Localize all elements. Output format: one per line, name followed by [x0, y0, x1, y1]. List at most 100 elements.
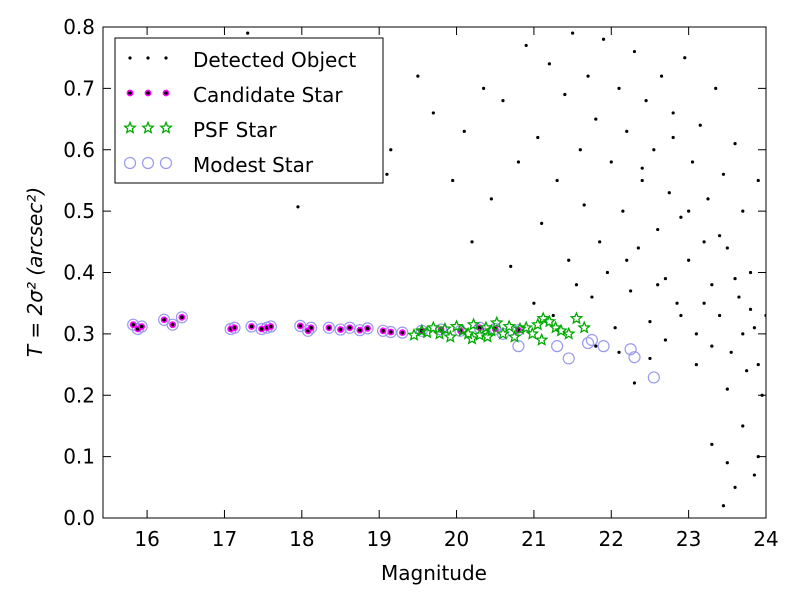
point	[613, 326, 617, 330]
point	[683, 56, 687, 60]
point	[632, 381, 637, 385]
point	[567, 258, 571, 262]
point	[507, 329, 522, 343]
y-axis-label: T = 2σ² (arcsec²)	[23, 187, 47, 357]
point	[169, 321, 177, 329]
point	[509, 264, 513, 268]
point	[694, 332, 698, 336]
point	[733, 277, 737, 281]
point	[605, 270, 610, 275]
legend-marker	[126, 89, 134, 97]
point	[175, 311, 189, 324]
point	[346, 324, 354, 332]
x-tick-label: 22	[599, 527, 624, 551]
point	[729, 350, 733, 354]
point	[569, 311, 584, 325]
point	[519, 320, 534, 334]
point	[624, 343, 637, 356]
point	[554, 323, 568, 337]
point	[178, 313, 186, 321]
y-tick-label: 0.8	[63, 15, 95, 39]
point	[748, 307, 753, 311]
point	[659, 74, 664, 78]
point	[640, 166, 644, 170]
legend-marker	[164, 56, 168, 60]
point	[721, 172, 726, 176]
point	[466, 317, 481, 331]
point	[407, 327, 421, 341]
point	[512, 340, 525, 353]
point	[702, 240, 706, 244]
point	[725, 246, 729, 250]
point	[489, 315, 504, 329]
point	[540, 221, 544, 225]
point	[644, 99, 648, 103]
point	[574, 283, 579, 287]
point	[484, 323, 499, 337]
point	[496, 326, 510, 340]
point	[322, 321, 335, 334]
point	[555, 178, 559, 183]
legend-marker	[162, 89, 170, 97]
point	[305, 321, 318, 334]
point	[617, 350, 621, 354]
point	[548, 320, 563, 334]
y-tick-label: 0.2	[63, 383, 95, 407]
point	[687, 209, 691, 213]
point	[443, 329, 458, 343]
point	[582, 203, 586, 207]
x-axis-label: Magnitude	[381, 561, 487, 585]
point	[609, 160, 613, 164]
point	[698, 123, 702, 127]
point	[246, 31, 250, 35]
point	[745, 369, 749, 373]
point	[127, 318, 140, 331]
x-tick-label: 21	[521, 527, 546, 551]
point	[364, 324, 371, 332]
point	[479, 320, 493, 334]
y-tick-label: 0.7	[63, 76, 95, 100]
point	[710, 344, 714, 348]
y-tick-label: 0.5	[63, 199, 95, 223]
point	[138, 323, 146, 330]
point	[570, 31, 575, 35]
point	[482, 86, 486, 90]
point	[617, 86, 621, 90]
point	[426, 320, 441, 334]
point	[334, 323, 347, 336]
point	[398, 329, 406, 337]
point	[656, 283, 660, 287]
x-tick-label: 24	[753, 527, 778, 551]
point	[536, 135, 540, 140]
point	[648, 320, 652, 324]
point	[489, 197, 493, 201]
point	[307, 324, 315, 332]
point	[160, 316, 168, 324]
legend-marker	[123, 156, 137, 170]
x-tick-label: 17	[212, 527, 237, 551]
point	[296, 205, 300, 209]
point	[431, 111, 435, 115]
point	[717, 234, 722, 238]
point	[166, 318, 179, 331]
point	[756, 362, 760, 367]
point	[741, 424, 745, 428]
point	[601, 37, 606, 41]
point	[594, 344, 598, 348]
legend-marker	[141, 156, 155, 170]
point	[590, 295, 594, 299]
point	[562, 352, 575, 365]
point	[585, 333, 599, 347]
legend-marker	[123, 120, 137, 134]
point	[625, 258, 629, 262]
point	[586, 74, 590, 78]
point	[337, 326, 344, 333]
point	[534, 332, 549, 346]
point	[621, 209, 625, 213]
point	[470, 240, 474, 244]
point	[389, 148, 393, 152]
legend-marker	[144, 89, 152, 97]
point	[714, 86, 718, 90]
point	[725, 461, 729, 465]
